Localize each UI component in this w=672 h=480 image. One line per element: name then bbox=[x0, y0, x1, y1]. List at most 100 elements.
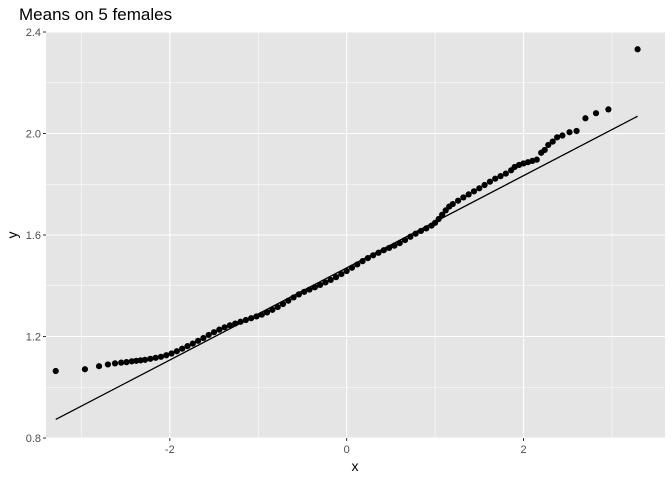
y-axis-ticks: 0.8 1.2 1.6 2.0 2.4 bbox=[26, 27, 46, 445]
data-point bbox=[152, 354, 159, 361]
x-tick-label: 2 bbox=[520, 444, 526, 456]
y-tick-label: 2.0 bbox=[26, 129, 41, 141]
data-point bbox=[634, 46, 641, 53]
data-point bbox=[163, 352, 170, 359]
data-point bbox=[274, 303, 281, 311]
data-point bbox=[566, 129, 573, 136]
y-tick-label: 1.2 bbox=[26, 332, 41, 344]
data-point bbox=[533, 156, 540, 163]
data-point bbox=[189, 340, 196, 347]
data-point bbox=[412, 230, 419, 237]
data-point bbox=[168, 350, 175, 357]
x-axis-title: x bbox=[352, 458, 359, 474]
data-point bbox=[237, 318, 244, 325]
data-point bbox=[52, 367, 59, 375]
data-point bbox=[401, 236, 409, 244]
data-point bbox=[391, 242, 398, 249]
data-point bbox=[605, 106, 612, 113]
data-point bbox=[322, 279, 329, 286]
data-point bbox=[380, 247, 387, 254]
data-point bbox=[465, 191, 472, 198]
chart-title: Means on 5 females bbox=[19, 5, 172, 24]
data-point bbox=[221, 324, 228, 331]
data-points bbox=[52, 46, 641, 375]
data-point bbox=[545, 141, 552, 149]
data-point bbox=[194, 337, 202, 344]
data-point bbox=[435, 215, 442, 223]
data-point bbox=[541, 146, 548, 154]
data-point bbox=[95, 363, 103, 370]
data-point bbox=[396, 240, 403, 247]
data-point bbox=[375, 249, 382, 256]
data-point bbox=[81, 366, 89, 373]
data-point bbox=[417, 227, 425, 235]
y-axis-title: y bbox=[4, 232, 20, 239]
data-point bbox=[306, 286, 313, 293]
data-point bbox=[502, 170, 509, 177]
data-point bbox=[179, 345, 186, 352]
data-point bbox=[332, 274, 340, 281]
data-point bbox=[118, 359, 125, 366]
data-point bbox=[210, 329, 218, 336]
x-axis-ticks: -2 0 2 bbox=[165, 438, 527, 456]
reference-line bbox=[55, 115, 638, 421]
data-point bbox=[285, 297, 292, 304]
y-tick-label: 0.8 bbox=[26, 433, 41, 445]
data-point bbox=[439, 211, 446, 218]
data-point bbox=[123, 359, 130, 366]
data-point bbox=[460, 194, 467, 201]
data-point bbox=[301, 288, 308, 295]
data-point bbox=[184, 343, 191, 350]
data-point bbox=[253, 313, 260, 320]
data-point bbox=[486, 178, 494, 185]
data-point bbox=[423, 225, 430, 232]
data-point bbox=[497, 173, 504, 180]
data-point bbox=[359, 258, 366, 265]
data-point bbox=[573, 127, 580, 135]
data-point bbox=[279, 300, 287, 308]
data-point bbox=[226, 322, 234, 329]
x-tick-label: 0 bbox=[344, 444, 350, 456]
data-point bbox=[481, 181, 488, 189]
data-point bbox=[157, 353, 165, 360]
data-point bbox=[348, 264, 356, 271]
data-point bbox=[354, 261, 361, 268]
data-point bbox=[104, 361, 111, 368]
data-point bbox=[317, 281, 324, 289]
y-tick-label: 1.6 bbox=[26, 230, 41, 242]
data-point bbox=[232, 320, 239, 327]
data-point bbox=[147, 355, 154, 362]
data-point bbox=[327, 276, 334, 284]
data-point bbox=[242, 316, 249, 324]
y-tick-label: 2.4 bbox=[26, 27, 41, 39]
data-point bbox=[549, 138, 556, 145]
data-point bbox=[111, 360, 119, 367]
data-point bbox=[258, 311, 265, 318]
data-point bbox=[338, 270, 345, 278]
data-point bbox=[141, 356, 149, 363]
data-point bbox=[386, 244, 393, 252]
data-point bbox=[370, 252, 377, 259]
data-point bbox=[582, 115, 589, 122]
data-point bbox=[216, 326, 223, 333]
data-point bbox=[470, 188, 478, 195]
data-point bbox=[559, 132, 566, 139]
data-point bbox=[290, 294, 297, 301]
data-point bbox=[554, 134, 561, 141]
data-point bbox=[205, 331, 212, 339]
grid-major bbox=[46, 31, 665, 439]
data-point bbox=[200, 334, 207, 342]
data-point bbox=[248, 315, 255, 322]
data-point bbox=[295, 291, 303, 298]
data-point bbox=[449, 200, 456, 208]
data-point bbox=[311, 284, 318, 291]
x-tick-label: -2 bbox=[165, 444, 175, 456]
data-point bbox=[454, 197, 462, 204]
data-point bbox=[592, 110, 600, 117]
data-point bbox=[364, 254, 371, 262]
data-point bbox=[173, 348, 180, 355]
data-point bbox=[269, 306, 276, 313]
data-point bbox=[407, 233, 414, 240]
